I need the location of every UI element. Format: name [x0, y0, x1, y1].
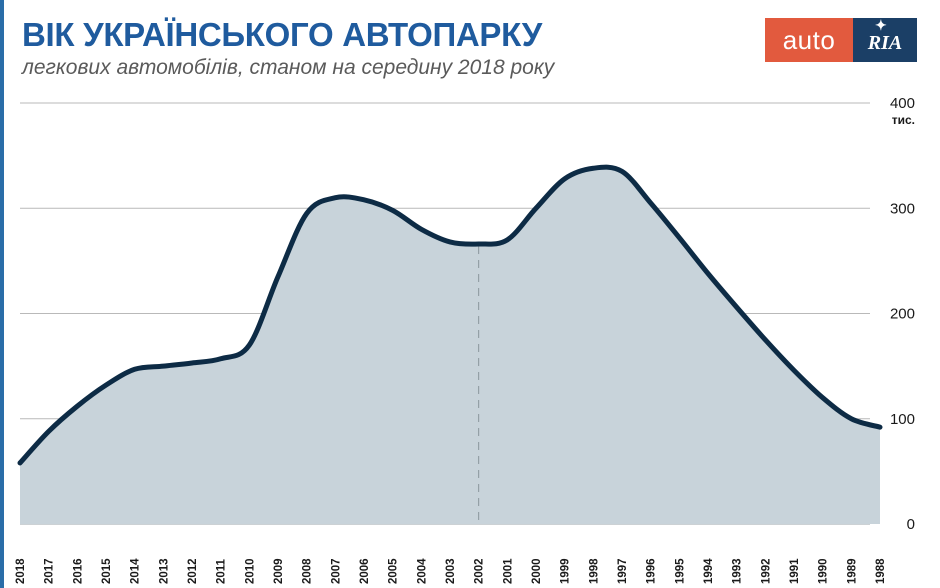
logo-ria-part: ✦ RIA	[853, 18, 917, 62]
x-tick-label: 2011	[216, 558, 228, 584]
y-tick-label: 200	[890, 306, 915, 323]
x-tick-label: 2013	[158, 558, 170, 584]
x-tick-label: 2016	[72, 558, 84, 584]
x-tick-label: 2005	[388, 558, 400, 584]
area-fill	[20, 167, 880, 525]
x-tick-label: 1994	[703, 558, 715, 584]
x-axis-ticks: 2018 2017 2016 2015 2014 2013 2012 2011 2010 2009…	[15, 558, 887, 584]
x-tick-label: 2017	[44, 558, 56, 584]
x-tick-label: 1996	[646, 558, 658, 584]
x-tick-label: 1989	[846, 558, 858, 584]
autoria-logo: auto ✦ RIA	[765, 18, 917, 62]
x-tick-label: 2012	[187, 558, 199, 584]
x-tick-label: 1997	[617, 558, 629, 584]
logo-ria-text: RIA	[867, 32, 903, 54]
x-tick-label: 1998	[588, 558, 600, 584]
y-unit-label: тис.	[892, 113, 915, 127]
star-icon: ✦	[875, 19, 887, 34]
x-tick-label: 2009	[273, 558, 285, 584]
x-tick-label: 2000	[531, 558, 543, 584]
x-tick-label: 2006	[359, 558, 371, 584]
x-tick-label: 1995	[674, 558, 686, 584]
x-tick-label: 2008	[302, 558, 314, 584]
y-tick-label: 100	[890, 411, 915, 428]
left-accent-bar	[0, 0, 4, 588]
x-tick-label: 1990	[818, 558, 830, 584]
x-tick-label: 2001	[502, 558, 514, 584]
x-tick-label: 2003	[445, 558, 457, 584]
x-tick-label: 1991	[789, 558, 801, 584]
x-tick-label: 2004	[416, 558, 428, 584]
x-tick-label: 1988	[875, 558, 887, 584]
y-tick-label: 400	[890, 95, 915, 112]
x-tick-label: 2007	[330, 558, 342, 584]
logo-auto-part: auto	[765, 18, 853, 62]
x-tick-label: 2015	[101, 558, 113, 584]
y-tick-label: 300	[890, 200, 915, 217]
x-tick-label: 1992	[760, 558, 772, 584]
chart-subtitle: легкових автомобілів, станом на середину…	[22, 56, 555, 79]
x-tick-label: 2018	[15, 558, 27, 584]
series-line	[17, 164, 883, 466]
chart-title: ВІК УКРАЇНСЬКОГО АВТОПАРКУ	[22, 16, 542, 53]
x-tick-label: 2014	[130, 558, 142, 584]
x-tick-label: 2010	[244, 558, 256, 584]
y-tick-label: 0	[907, 516, 915, 533]
x-tick-label: 2002	[474, 558, 486, 584]
x-tick-label: 1993	[732, 558, 744, 584]
x-tick-label: 1999	[560, 558, 572, 584]
